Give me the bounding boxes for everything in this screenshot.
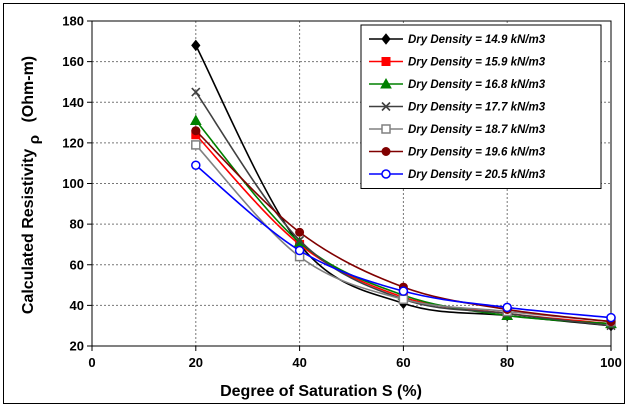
data-point xyxy=(606,312,616,323)
legend-label: Dry Density = 14.9 kN/m3 xyxy=(408,34,546,46)
legend-item: Dry Density = 14.9 kN/m3 xyxy=(369,33,546,46)
resistivity-chart: 20 40 60 80 100 120 140 160 180 0 20 40 60 80 100 Dry … xyxy=(20,14,622,401)
data-point xyxy=(381,169,391,179)
data-point xyxy=(398,286,409,296)
data-point xyxy=(191,87,201,97)
chart-frame: 20 40 60 80 100 120 140 160 180 0 20 40 60 80 100 Dry … xyxy=(3,3,625,404)
data-point xyxy=(381,124,391,134)
legend-label: Dry Density = 20.5 kN/m3 xyxy=(408,169,546,181)
legend-label: Dry Density = 15.9 kN/m3 xyxy=(408,57,546,69)
y-axis-title: Calculated Resistivity ρ (Ohm-m) xyxy=(20,56,43,314)
x-tick-label: 100 xyxy=(600,355,622,370)
legend-label: Dry Density = 18.7 kN/m3 xyxy=(408,124,546,136)
axis-layer: 20 40 60 80 100 120 140 160 180 0 20 40 60 80 100 xyxy=(62,14,622,371)
data-point-stroke xyxy=(381,101,391,112)
data-point xyxy=(294,245,305,256)
data-point xyxy=(191,160,201,170)
data-point-stroke xyxy=(295,235,305,245)
y-tick-label: 160 xyxy=(62,54,84,69)
data-point xyxy=(189,114,202,126)
x-tick-label: 20 xyxy=(189,355,203,370)
x-axis-title: Degree of Saturation S (%) xyxy=(220,383,422,400)
y-tick-label: 100 xyxy=(62,176,84,191)
legend-item: Dry Density = 19.6 kN/m3 xyxy=(369,147,546,159)
svg-text:Calculated Resistivity: Calculated Resistivity ρ (Ohm-m) xyxy=(20,56,43,314)
data-point xyxy=(381,147,391,156)
legend-item: Dry Density = 16.8 kN/m3 xyxy=(369,77,546,91)
legend-label: Dry Density = 16.8 kN/m3 xyxy=(408,79,546,91)
data-point xyxy=(381,101,391,112)
data-point-stroke xyxy=(191,87,201,97)
data-point xyxy=(381,33,391,45)
y-tick-label: 120 xyxy=(62,135,84,150)
legend-label: Dry Density = 19.6 kN/m3 xyxy=(408,147,546,159)
legend-label: Dry Density = 17.7 kN/m3 xyxy=(408,102,546,114)
data-point xyxy=(502,302,512,313)
legend-item: Dry Density = 17.7 kN/m3 xyxy=(369,102,546,114)
y-axis-title-text: Calculated Resistivity xyxy=(20,149,37,315)
series-layer xyxy=(189,39,617,332)
y-tick-label: 40 xyxy=(70,298,84,313)
x-tick-label: 40 xyxy=(292,355,306,370)
x-tick-label: 60 xyxy=(396,355,410,370)
y-axis-title-unit: (Ohm-m) xyxy=(20,56,37,123)
legend-item: Dry Density = 18.7 kN/m3 xyxy=(369,124,546,136)
y-tick-label: 80 xyxy=(70,217,84,232)
x-tick-label: 80 xyxy=(500,355,514,370)
data-point xyxy=(191,39,201,52)
data-point xyxy=(295,227,305,237)
data-point xyxy=(191,126,201,136)
y-tick-label: 60 xyxy=(70,257,84,272)
series-7 xyxy=(191,160,616,323)
data-point xyxy=(191,140,201,150)
y-tick-label: 180 xyxy=(62,14,84,29)
y-tick-label: 140 xyxy=(62,95,84,110)
legend-item: Dry Density = 15.9 kN/m3 xyxy=(369,57,546,69)
x-tick-label: 0 xyxy=(88,355,95,370)
y-tick-label: 20 xyxy=(70,339,84,354)
legend: Dry Density = 14.9 kN/m3 Dry Density = 15… xyxy=(360,24,602,189)
legend-item: Dry Density = 20.5 kN/m3 xyxy=(369,169,546,181)
data-point xyxy=(381,57,391,66)
data-point xyxy=(398,294,409,305)
y-axis-title-symbol: ρ xyxy=(26,135,43,144)
data-point xyxy=(380,77,392,89)
data-point xyxy=(295,235,305,245)
